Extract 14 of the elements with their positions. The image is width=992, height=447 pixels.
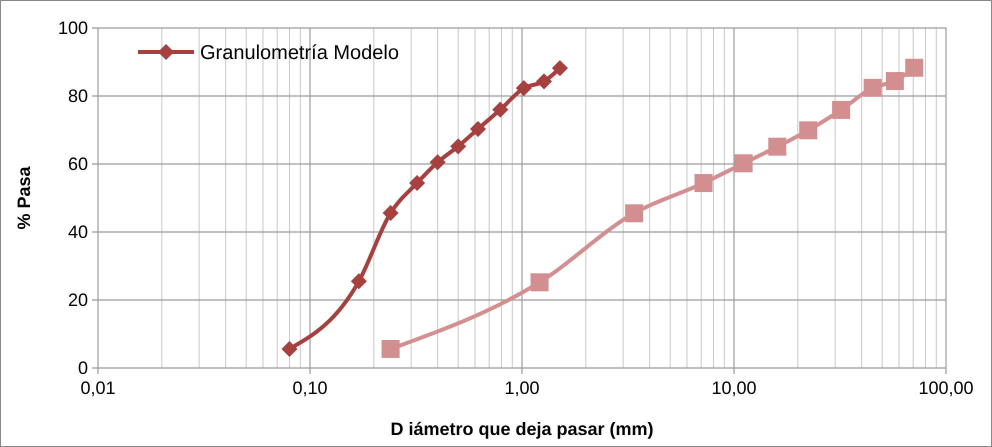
y-tick-label: 100 bbox=[58, 18, 88, 38]
legend-label: Granulometría Modelo bbox=[200, 42, 399, 64]
y-tick-label: 40 bbox=[68, 222, 88, 242]
y-axis-title: % Pasa bbox=[14, 165, 34, 230]
y-tick-label: 80 bbox=[68, 86, 88, 106]
x-axis-title: D iámetro que deja pasar (mm) bbox=[390, 419, 654, 439]
x-tick-label: 0,10 bbox=[292, 378, 328, 398]
x-tick-label: 0,01 bbox=[80, 378, 116, 398]
y-tick-label: 60 bbox=[68, 154, 88, 174]
x-tick-label: 1,00 bbox=[504, 378, 540, 398]
y-tick-label: 20 bbox=[68, 290, 88, 310]
x-tick-label: 10,00 bbox=[711, 378, 757, 398]
x-tick-label: 100,00 bbox=[918, 378, 974, 398]
y-tick-label: 0 bbox=[78, 358, 88, 378]
